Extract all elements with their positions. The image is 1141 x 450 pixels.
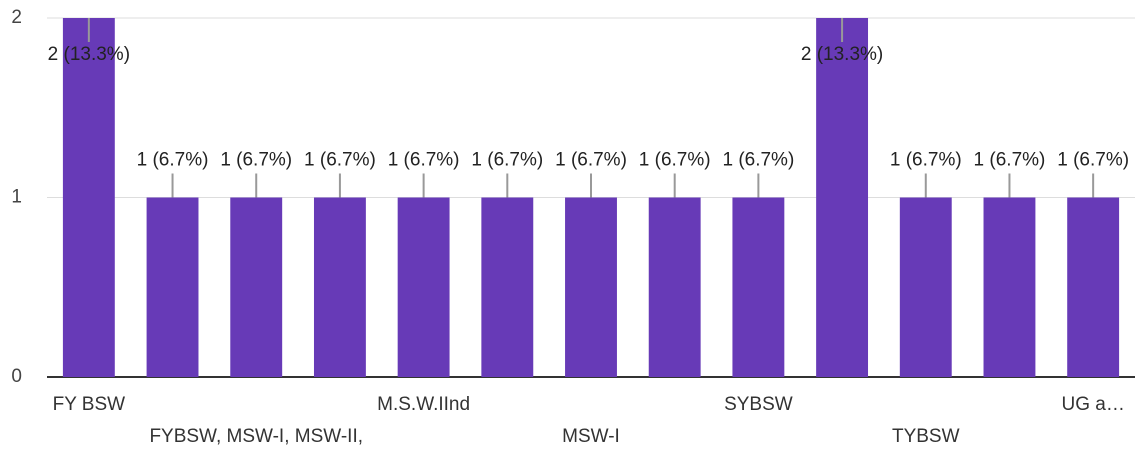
- value-label: 2 (13.3%): [48, 44, 130, 65]
- value-label: 1 (6.7%): [137, 150, 209, 171]
- value-label: 1 (6.7%): [471, 150, 543, 171]
- x-tick-label: UG a…: [1061, 394, 1124, 415]
- y-tick-label: 1: [11, 187, 22, 208]
- bar: [1067, 197, 1120, 377]
- bar: [146, 197, 199, 377]
- value-label: 1 (6.7%): [974, 150, 1046, 171]
- value-label: 1 (6.7%): [555, 150, 627, 171]
- x-tick-label: TYBSW: [892, 426, 960, 447]
- value-label: 2 (13.3%): [801, 44, 883, 65]
- x-tick-label: M.S.W.IInd: [377, 394, 470, 415]
- bar: [648, 197, 701, 377]
- value-label: 1 (6.7%): [220, 150, 292, 171]
- bar: [899, 197, 952, 377]
- bar: [62, 18, 115, 377]
- value-label: 1 (6.7%): [639, 150, 711, 171]
- y-tick-label: 0: [11, 366, 22, 387]
- bar: [481, 197, 534, 377]
- bar: [230, 197, 283, 377]
- value-label: 1 (6.7%): [388, 150, 460, 171]
- x-tick-label: MSW-I: [562, 426, 620, 447]
- value-label: 1 (6.7%): [304, 150, 376, 171]
- x-tick-label: FY BSW: [53, 394, 126, 415]
- bar: [565, 197, 617, 377]
- bar: [732, 197, 785, 377]
- x-tick-label: SYBSW: [724, 394, 793, 415]
- bar: [313, 197, 366, 377]
- bar: [983, 197, 1036, 377]
- y-tick-label: 2: [11, 7, 22, 28]
- x-tick-label: FYBSW, MSW-I, MSW-II,: [149, 426, 363, 447]
- value-label: 1 (6.7%): [722, 150, 794, 171]
- bar: [397, 197, 450, 377]
- bar: [816, 18, 869, 377]
- value-label: 1 (6.7%): [890, 150, 962, 171]
- value-label: 1 (6.7%): [1057, 150, 1129, 171]
